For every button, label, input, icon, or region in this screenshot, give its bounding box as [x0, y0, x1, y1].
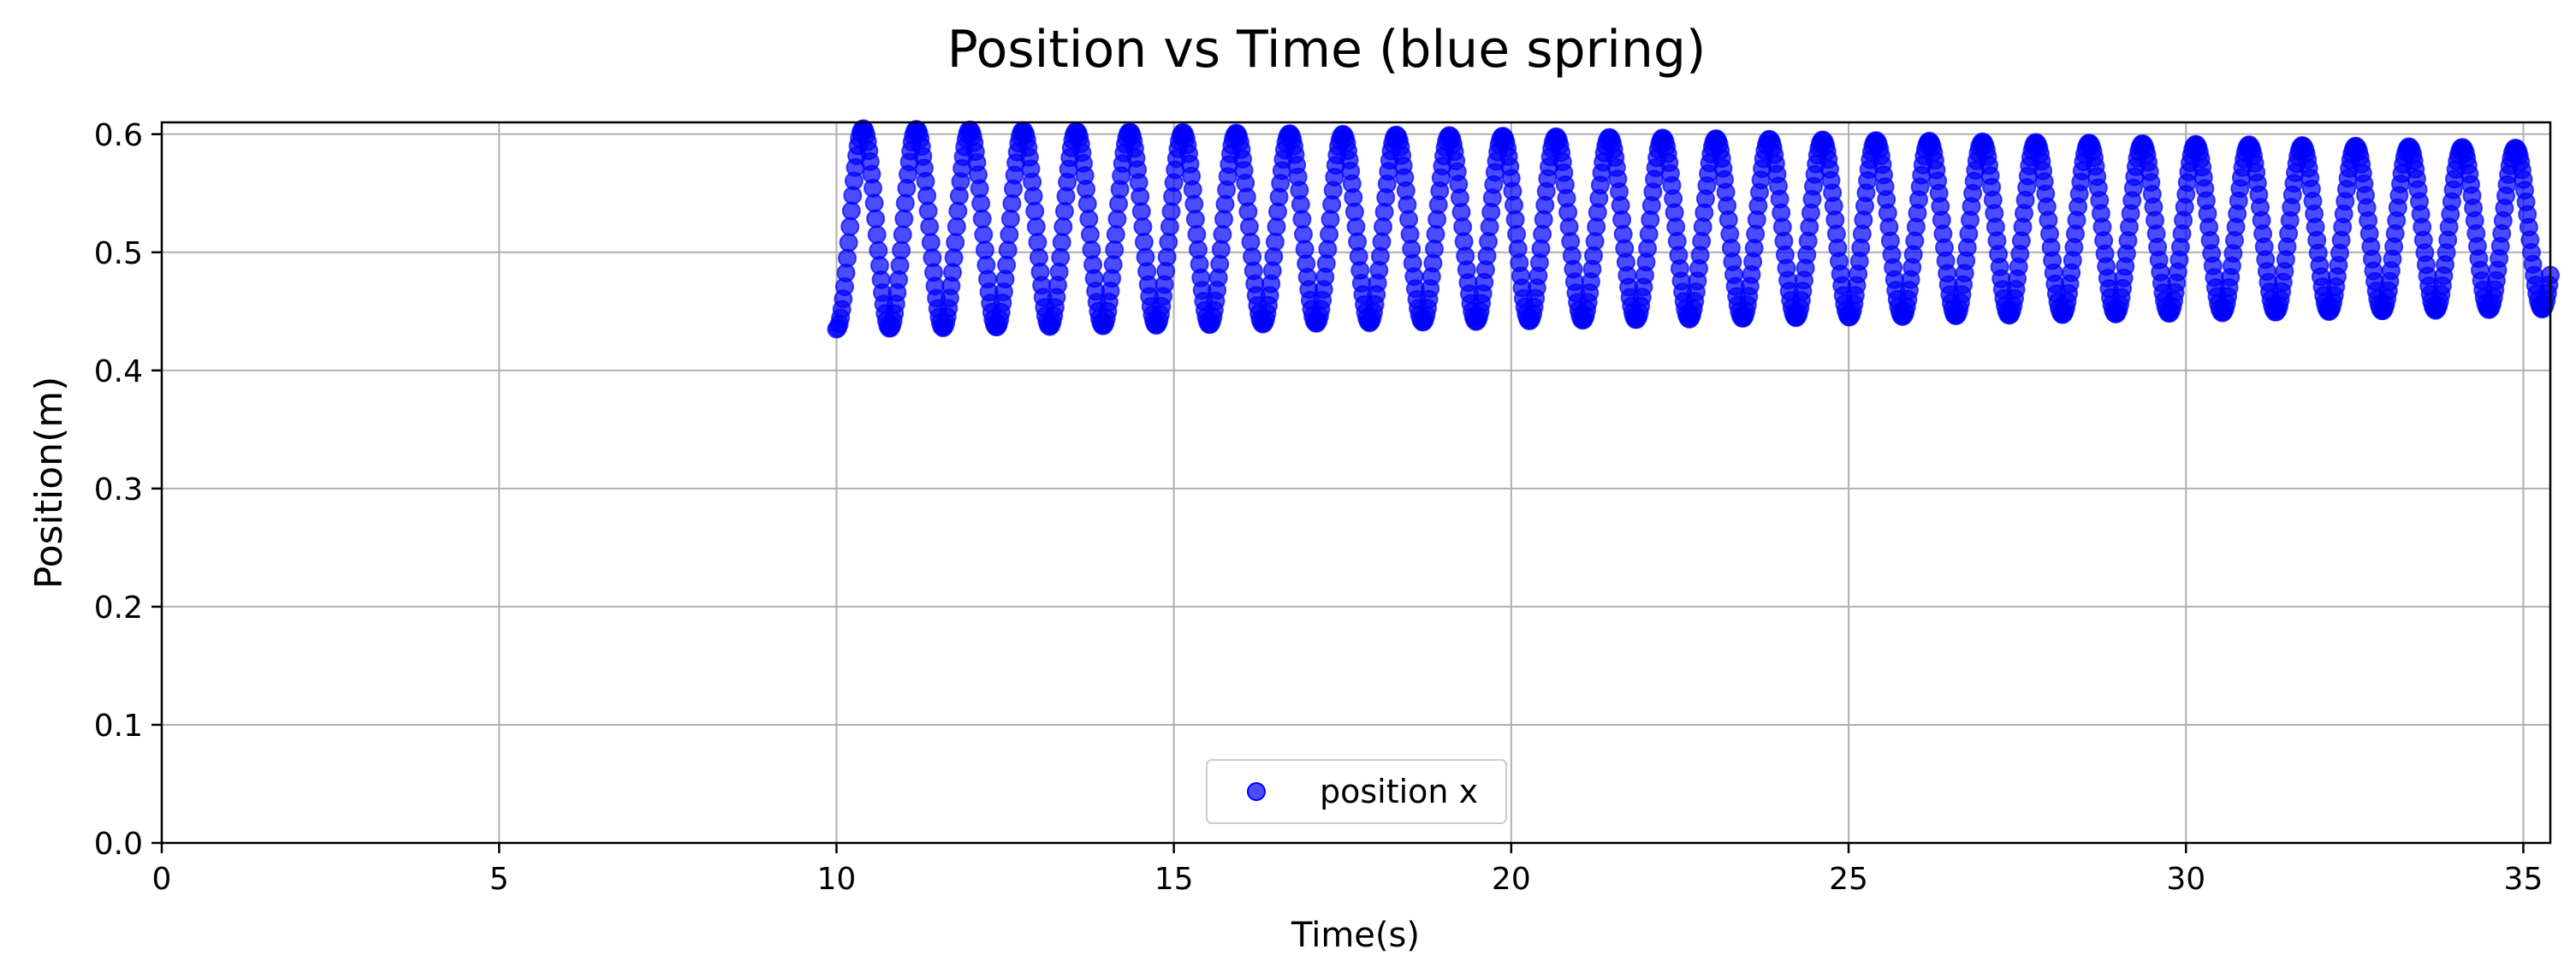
- data-point: [1079, 209, 1099, 228]
- data-point: [971, 193, 991, 213]
- y-tick-label: 0.2: [94, 590, 143, 626]
- y-tick-label: 0.4: [94, 354, 143, 389]
- data-point: [947, 217, 966, 236]
- legend-box: [1206, 759, 1507, 824]
- data-point: [1000, 209, 1020, 228]
- x-tick-label: 20: [1492, 862, 1531, 897]
- data-point: [1133, 217, 1153, 236]
- data-point: [918, 201, 938, 221]
- y-tick-label: 0.1: [94, 709, 143, 744]
- legend-marker: [1247, 782, 1266, 801]
- y-axis-ticks: 0.0 0.1 0.2 0.3 0.4 0.5 0.6: [94, 118, 162, 862]
- plot-frame: [160, 121, 2552, 845]
- data-point: [894, 209, 914, 228]
- chart-title: Position vs Time (blue spring): [947, 20, 1706, 80]
- data-point: [1080, 225, 1100, 244]
- data-point: [1106, 225, 1125, 244]
- y-axis-label: Position(m): [27, 377, 71, 590]
- data-point: [1054, 217, 1073, 236]
- y-tick-label: 0.3: [94, 472, 143, 507]
- data-point: [920, 217, 940, 236]
- data-point: [1025, 201, 1045, 221]
- data-point: [1000, 225, 1019, 245]
- x-tick-label: 35: [2504, 862, 2543, 897]
- legend: position x: [1206, 759, 1507, 824]
- data-point: [921, 233, 941, 252]
- data-point: [1105, 240, 1125, 259]
- y-tick-label: 0.6: [94, 118, 143, 153]
- data-point: [866, 209, 886, 228]
- data-point: [840, 217, 860, 236]
- scatter-points: [827, 119, 2560, 339]
- data-point: [838, 248, 857, 268]
- data-point: [867, 225, 887, 245]
- data-point: [1026, 217, 1046, 236]
- data-point: [841, 201, 861, 221]
- x-tick-label: 30: [2166, 862, 2205, 897]
- x-axis-label: Time(s): [1291, 916, 1420, 955]
- data-point: [972, 209, 992, 228]
- data-point: [974, 225, 994, 245]
- y-tick-label: 0.0: [94, 827, 143, 862]
- x-tick-label: 0: [152, 862, 172, 897]
- y-tick-label: 0.5: [94, 236, 143, 271]
- legend-label: position x: [1320, 773, 1478, 810]
- x-tick-label: 10: [817, 862, 857, 897]
- data-point: [1052, 233, 1071, 252]
- x-tick-label: 5: [490, 862, 509, 897]
- data-point: [998, 240, 1018, 260]
- data-point: [1159, 232, 1178, 252]
- x-axis-ticks: 0 5 10 15 20 25 30 35: [152, 843, 2543, 897]
- data-point: [944, 248, 964, 268]
- data-point: [893, 225, 912, 245]
- data-point: [946, 233, 965, 252]
- data-point: [839, 233, 858, 252]
- x-tick-label: 15: [1154, 862, 1194, 897]
- data-point: [917, 186, 937, 205]
- data-point: [892, 240, 911, 260]
- x-tick-label: 25: [1829, 862, 1868, 897]
- data-point: [1131, 202, 1151, 222]
- data-point: [864, 193, 884, 213]
